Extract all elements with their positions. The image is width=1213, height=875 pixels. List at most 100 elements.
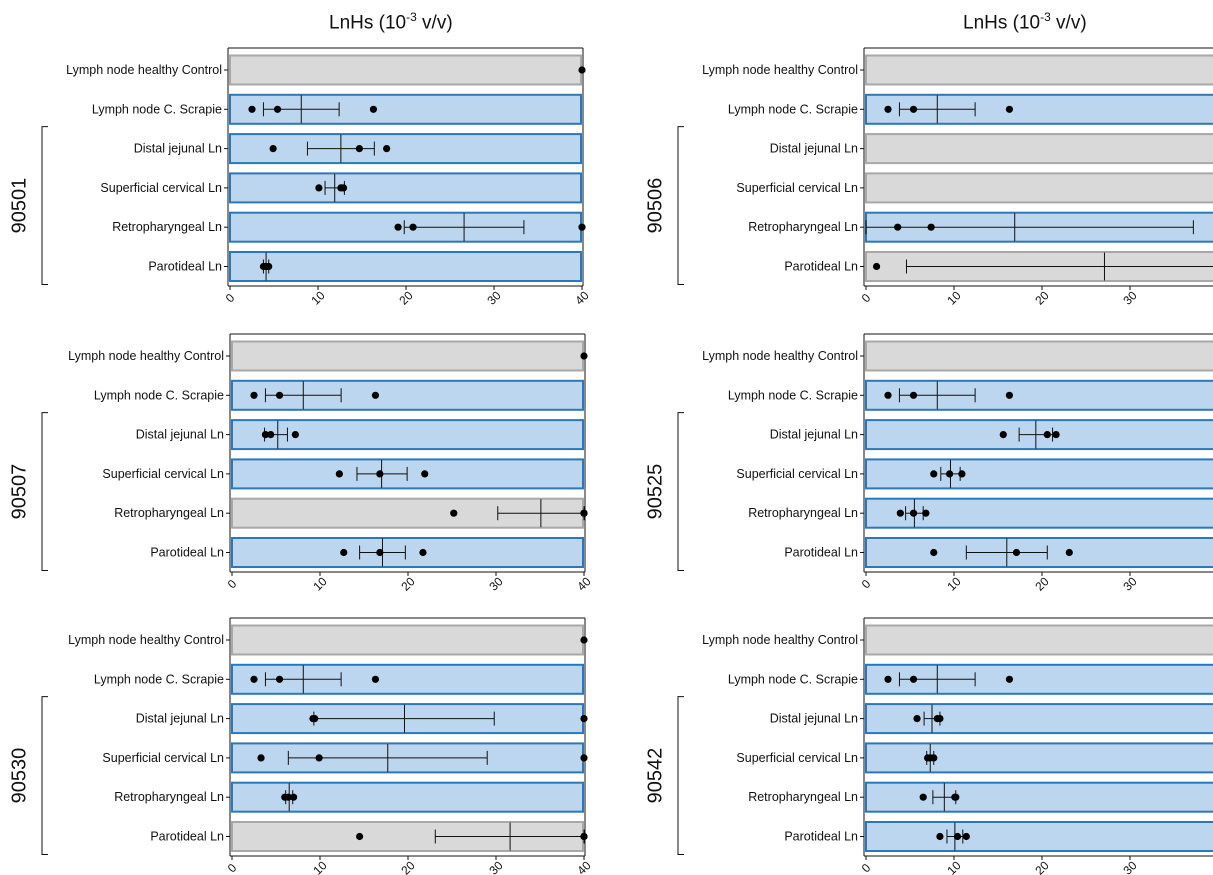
bar [865,458,1213,490]
category-label: Lymph node healthy Control [66,63,222,77]
data-point [922,509,930,517]
x-axis-title-left-suffix: v/v) [416,12,453,34]
x-tick-label: 30 [1120,288,1140,308]
bar [865,624,1213,656]
x-axis-title-right-exponent: -3 [1040,10,1051,24]
data-point [946,470,954,478]
data-point [884,105,892,113]
data-point [371,675,380,683]
x-tick-label: 30 [486,858,506,875]
group-bracket [677,696,684,855]
category-label: Retropharyngeal Ln [112,220,222,234]
data-point [339,184,348,192]
data-point [578,66,586,74]
data-point [872,262,881,271]
bar [231,537,584,568]
x-axis-title-right-suffix: v/v) [1050,12,1087,34]
data-point [953,832,962,841]
bar [865,54,1213,86]
data-point [291,431,299,439]
x-tick-label: 30 [1120,574,1140,594]
bar [231,340,584,372]
data-point [376,548,384,557]
panel-90501: Lymph node healthy Control Lymph node C. … [8,47,592,308]
panel-90506: Lymph node healthy Control Lymph node C. … [644,47,1213,308]
bar [229,172,582,204]
data-point [275,675,284,683]
data-point [383,145,391,153]
group-bracket [41,126,48,285]
category-label: Distal jejunal Ln [770,428,858,442]
data-point [376,470,384,478]
panel-90530: Lymph node healthy Control Lymph node C. … [8,617,594,875]
category-label: Superficial cervical Ln [736,751,858,765]
bar [231,624,584,656]
x-tick-label: 20 [1032,858,1052,875]
data-point [913,715,921,723]
data-point [394,223,402,231]
x-tick-label: 40 [574,858,594,875]
x-tick-label: 40 [1208,288,1213,308]
data-point [919,793,927,801]
data-point [269,145,277,153]
bar [865,133,1213,165]
data-point [909,105,918,113]
x-tick-label: 0 [859,860,874,875]
data-point [340,548,348,557]
data-point [1005,105,1014,113]
data-point [930,548,938,557]
data-point [355,145,363,153]
x-tick-label: 40 [1208,574,1213,594]
data-point [315,754,323,762]
data-point [884,675,892,683]
data-point [884,391,892,399]
group-bracket [677,126,684,285]
data-point [250,675,258,683]
category-label: Retropharyngeal Ln [748,790,858,804]
category-label: Retropharyngeal Ln [748,220,858,234]
category-label: Parotideal Ln [150,546,224,560]
bar [231,663,584,695]
category-label: Parotideal Ln [784,260,858,274]
data-point [1043,431,1051,439]
bar [865,821,1213,852]
x-axis-title-left-prefix: LnHs (10 [329,12,407,34]
group-bracket [41,696,48,855]
data-point [1005,675,1014,683]
data-point [580,754,588,762]
group-label: 90501 [8,178,30,234]
group-label: 90507 [8,464,30,520]
data-point [909,675,918,683]
data-point [580,715,588,723]
data-point [311,715,319,723]
category-label: Lymph node C. Scrapie [728,672,858,686]
category-label: Parotideal Ln [784,546,858,560]
bar [229,133,582,165]
data-point [450,509,458,517]
data-point [261,431,270,439]
x-tick-label: 20 [396,288,416,308]
x-tick-label: 40 [1208,858,1213,875]
x-tick-label: 10 [944,288,964,308]
category-label: Distal jejunal Ln [136,428,224,442]
panel-90525: Lymph node healthy Control Lymph node C. … [644,333,1213,594]
x-axis-title-left-exponent: -3 [406,10,417,24]
data-point [248,105,256,113]
data-point [958,470,966,478]
group-bracket [677,412,684,571]
x-axis-title-right-prefix: LnHs (10 [963,12,1041,34]
data-point [580,832,588,841]
data-point [421,470,429,478]
data-point [909,509,918,517]
category-label: Retropharyngeal Ln [748,506,858,520]
bar [865,781,1213,813]
x-tick-label: 30 [486,574,506,594]
data-point [290,793,298,801]
data-point [419,548,427,557]
bar [229,54,582,86]
data-point [409,223,417,231]
category-label: Lymph node C. Scrapie [728,102,858,116]
category-label: Distal jejunal Ln [136,712,224,726]
category-label: Distal jejunal Ln [770,712,858,726]
category-label: Parotideal Ln [784,830,858,844]
